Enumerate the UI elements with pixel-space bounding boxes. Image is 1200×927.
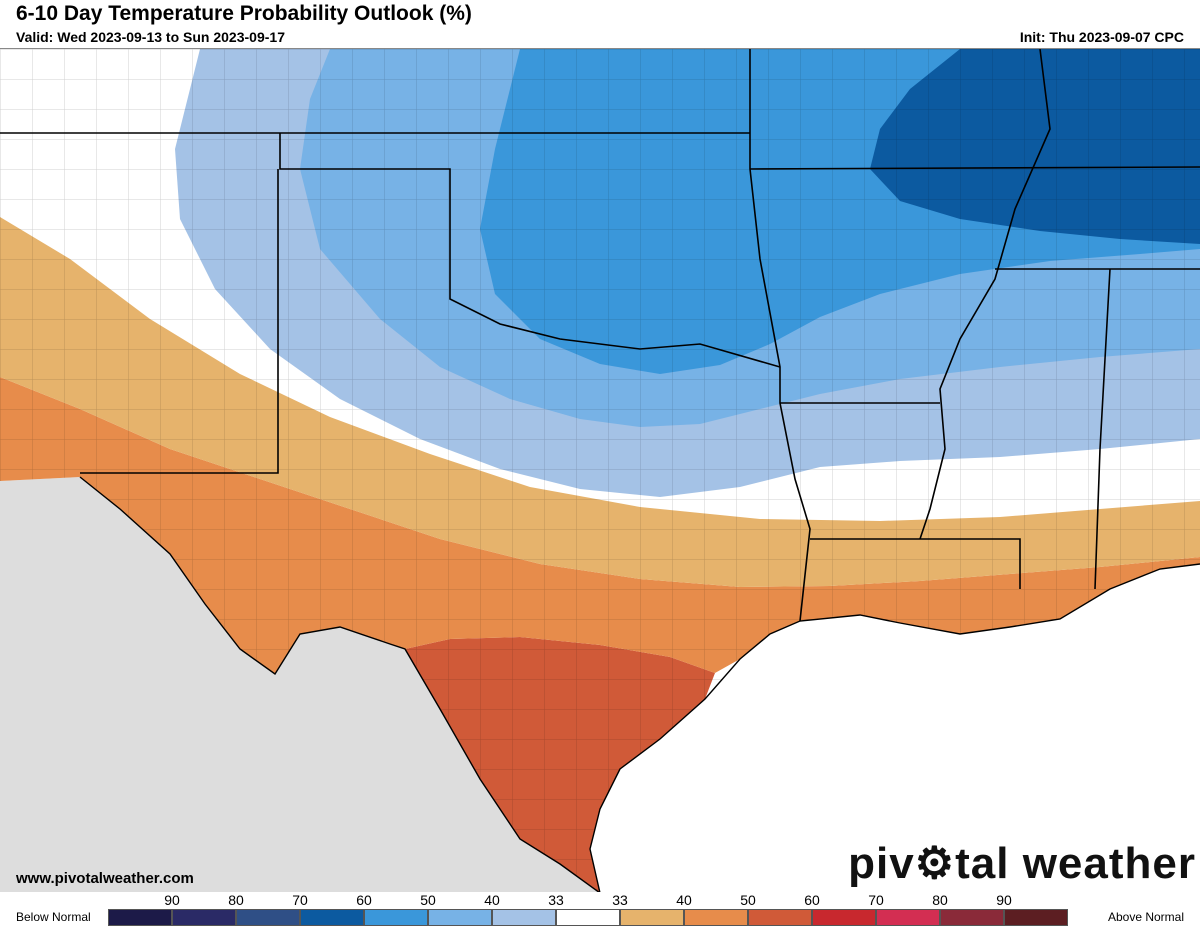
legend-swatch-above-50 xyxy=(748,909,812,926)
legend-tick: 90 xyxy=(996,892,1012,908)
legend-swatch-above-60 xyxy=(812,909,876,926)
legend-swatch-above-80 xyxy=(940,909,1004,926)
legend-tick: 50 xyxy=(420,892,436,908)
state-borders xyxy=(0,49,1200,622)
legend-tick: 60 xyxy=(804,892,820,908)
legend-swatch-below-90 xyxy=(108,909,172,926)
map-canvas xyxy=(0,49,1200,893)
logo-text-right: tal weather xyxy=(955,839,1196,888)
legend-swatch-below-80 xyxy=(172,909,236,926)
legend-swatch-below-40 xyxy=(428,909,492,926)
legend-swatch-above-33 xyxy=(620,909,684,926)
legend-tick: 33 xyxy=(612,892,628,908)
below-normal-label: Below Normal xyxy=(16,910,91,924)
above-normal-label: Above Normal xyxy=(1107,910,1184,924)
map-header: 6-10 Day Temperature Probability Outlook… xyxy=(0,0,1200,48)
website-url: www.pivotalweather.com xyxy=(16,870,194,887)
legend-swatch-above-40 xyxy=(684,909,748,926)
init-date: Init: Thu 2023-09-07 CPC xyxy=(1019,29,1184,45)
legend-tick: 60 xyxy=(356,892,372,908)
us-mexico-border xyxy=(79,476,601,893)
legend-swatch-below-33 xyxy=(492,909,556,926)
pivotal-weather-logo: piv⚙tal weather xyxy=(848,838,1196,889)
legend-swatch-below-50 xyxy=(364,909,428,926)
legend-tick: 90 xyxy=(164,892,180,908)
valid-period: Valid: Wed 2023-09-13 to Sun 2023-09-17 xyxy=(16,29,285,45)
legend-swatch-below-70 xyxy=(236,909,300,926)
legend-swatch-normal xyxy=(556,909,620,926)
legend-tick: 40 xyxy=(484,892,500,908)
gear-icon: ⚙ xyxy=(914,839,956,888)
logo-text-left: piv xyxy=(848,839,915,888)
gulf-of-mexico xyxy=(590,564,1200,893)
probability-legend: Below Normal Above Normal 90 80 70 60 50 40 33… xyxy=(0,892,1200,927)
legend-tick: 50 xyxy=(740,892,756,908)
legend-swatch-above-70 xyxy=(876,909,940,926)
map-title: 6-10 Day Temperature Probability Outlook… xyxy=(16,2,472,25)
outlook-map[interactable] xyxy=(0,48,1200,893)
legend-tick: 70 xyxy=(292,892,308,908)
legend-swatch-below-60 xyxy=(300,909,364,926)
legend-tick: 40 xyxy=(676,892,692,908)
legend-tick: 80 xyxy=(228,892,244,908)
mexico-region xyxy=(0,477,600,893)
legend-tick: 33 xyxy=(548,892,564,908)
legend-swatch-above-90 xyxy=(1004,909,1068,926)
legend-tick: 80 xyxy=(932,892,948,908)
gulf-coastline xyxy=(589,563,1200,893)
legend-tick: 70 xyxy=(868,892,884,908)
